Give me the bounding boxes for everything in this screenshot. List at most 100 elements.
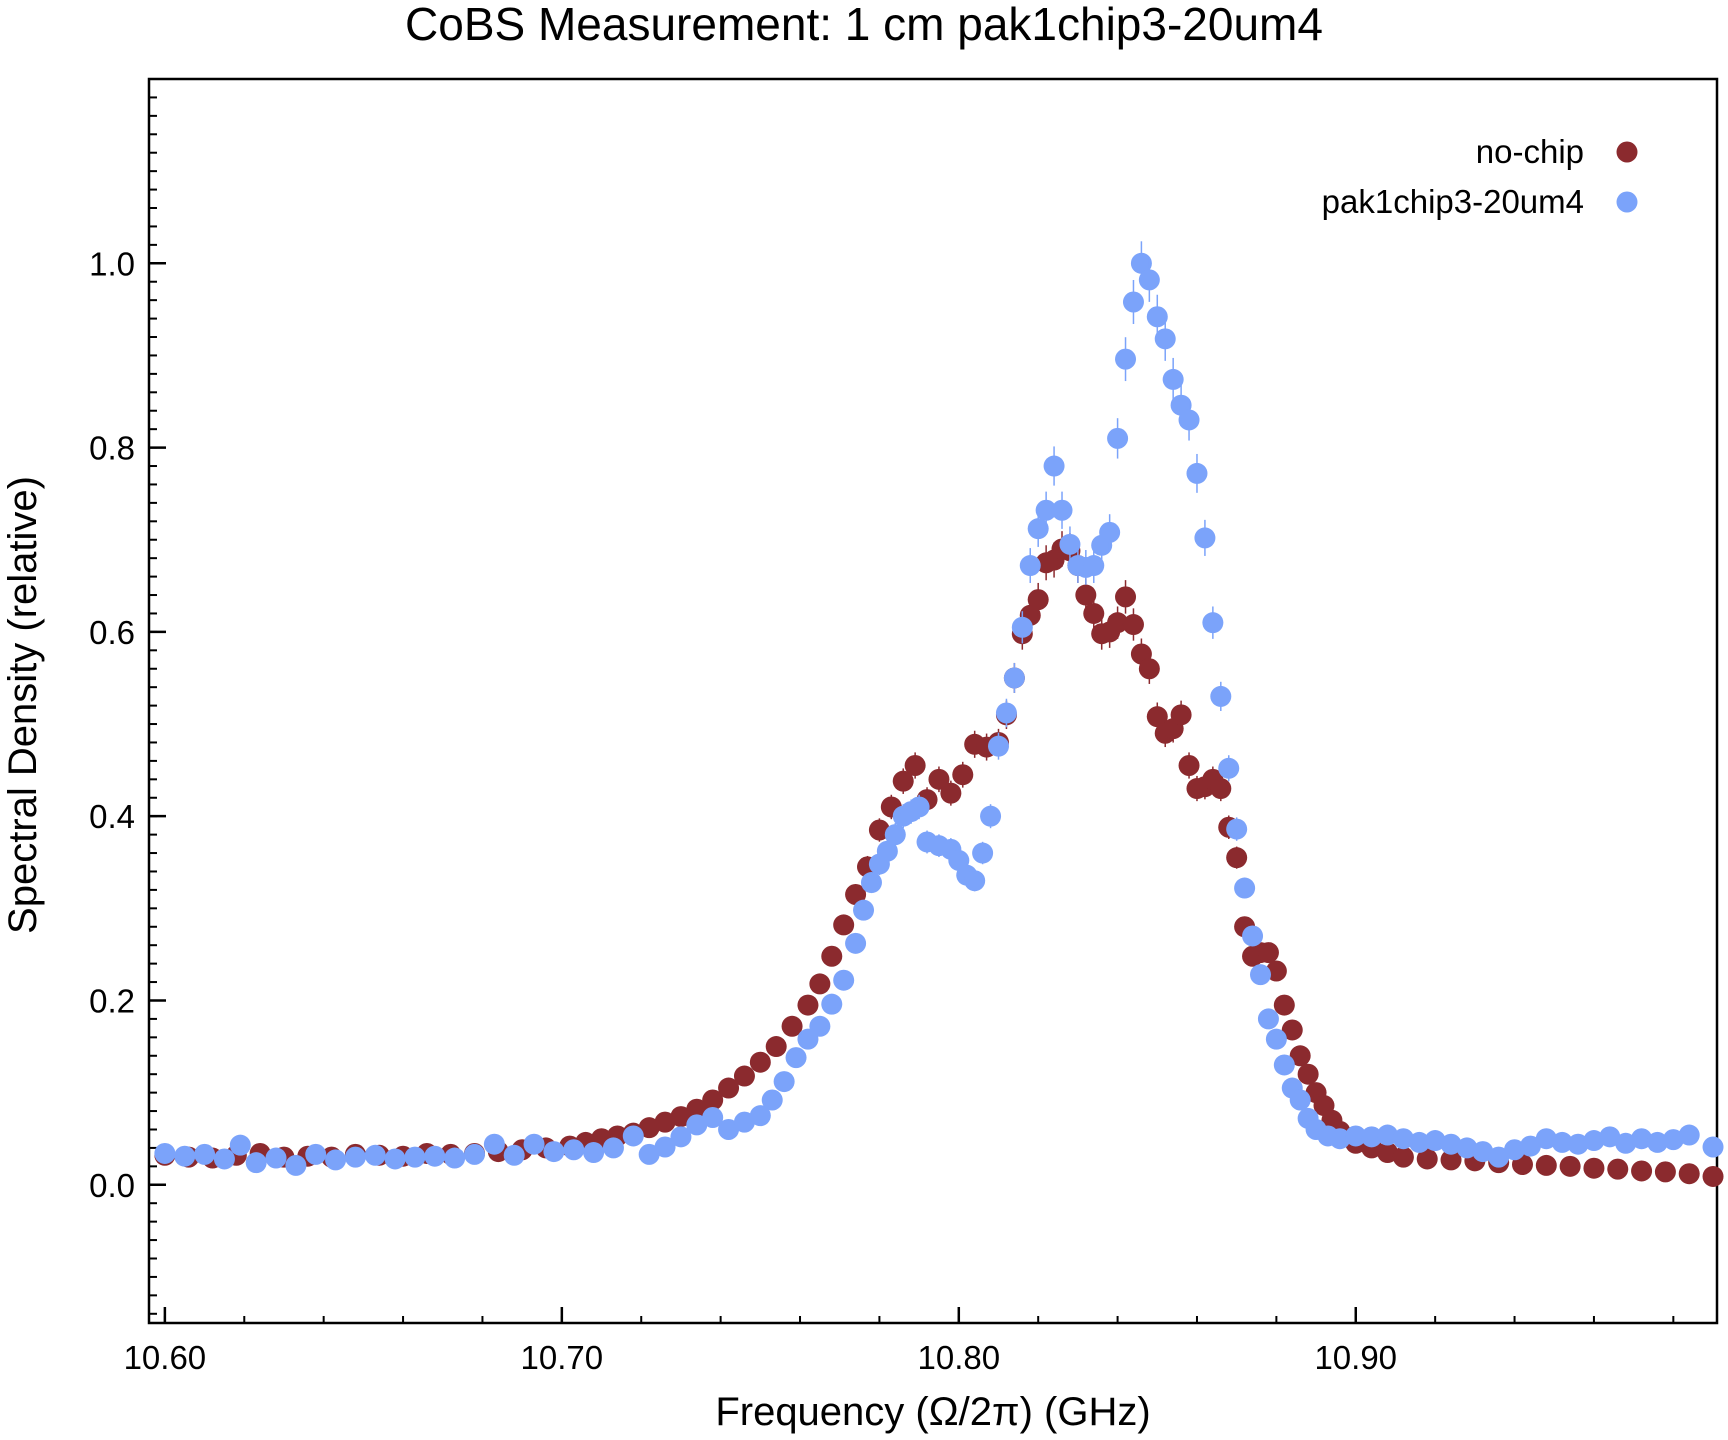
data-point bbox=[702, 1089, 724, 1111]
data-point bbox=[1329, 1128, 1351, 1150]
data-point bbox=[1265, 1028, 1287, 1050]
data-point bbox=[384, 1148, 406, 1170]
data-point bbox=[213, 1148, 235, 1170]
data-point bbox=[1289, 1045, 1311, 1067]
data-point bbox=[1210, 778, 1232, 800]
data-point bbox=[892, 770, 914, 792]
data-point bbox=[154, 1142, 176, 1164]
data-point bbox=[749, 1105, 771, 1127]
data-point bbox=[1186, 462, 1208, 484]
data-point bbox=[1583, 1157, 1605, 1179]
data-point bbox=[1440, 1133, 1462, 1155]
y-tick-label: 0.4 bbox=[89, 798, 135, 835]
legend: no-chip pak1chip3-20um4 bbox=[1322, 133, 1638, 220]
data-point bbox=[797, 994, 819, 1016]
data-point bbox=[785, 1047, 807, 1069]
data-point bbox=[1122, 291, 1144, 313]
data-point bbox=[1115, 586, 1137, 608]
data-point bbox=[1535, 1154, 1557, 1176]
data-point bbox=[1011, 616, 1033, 638]
data-point bbox=[809, 1015, 831, 1037]
data-point bbox=[464, 1143, 486, 1165]
data-point bbox=[1392, 1146, 1414, 1168]
data-point bbox=[1146, 706, 1168, 728]
data-point bbox=[1416, 1148, 1438, 1170]
data-point bbox=[364, 1144, 386, 1166]
x-tick-label: 10.70 bbox=[521, 1339, 604, 1376]
data-point bbox=[1297, 1063, 1319, 1085]
data-point bbox=[1646, 1131, 1668, 1153]
data-point bbox=[424, 1145, 446, 1167]
data-point bbox=[1162, 368, 1184, 390]
data-point bbox=[1631, 1128, 1653, 1150]
data-point bbox=[686, 1098, 708, 1120]
data-point bbox=[305, 1143, 327, 1165]
data-point bbox=[1488, 1146, 1510, 1168]
data-point bbox=[1289, 1089, 1311, 1111]
x-axis: 10.60 10.70 10.80 10.90 bbox=[124, 1307, 1675, 1376]
data-point bbox=[1702, 1136, 1724, 1158]
data-point bbox=[1599, 1126, 1621, 1148]
data-point bbox=[773, 1071, 795, 1093]
data-point bbox=[1702, 1165, 1724, 1187]
plot-border bbox=[147, 77, 1719, 1325]
data-point bbox=[868, 819, 890, 841]
data-point bbox=[1003, 667, 1025, 689]
data-point bbox=[602, 1137, 624, 1159]
data-point bbox=[1615, 1132, 1637, 1154]
data-point bbox=[928, 768, 950, 790]
data-point bbox=[987, 735, 1009, 757]
data-point bbox=[1273, 994, 1295, 1016]
data-point bbox=[1122, 614, 1144, 636]
data-point bbox=[404, 1146, 426, 1168]
series-1 bbox=[154, 531, 1724, 1187]
data-point bbox=[821, 945, 843, 967]
data-point bbox=[1138, 658, 1160, 680]
data-point bbox=[1456, 1137, 1478, 1159]
data-point bbox=[1027, 518, 1049, 540]
data-point bbox=[845, 884, 867, 906]
data-point bbox=[1567, 1133, 1589, 1155]
data-point bbox=[1551, 1131, 1573, 1153]
data-point bbox=[1678, 1163, 1700, 1185]
x-tick-label: 10.90 bbox=[1314, 1339, 1397, 1376]
data-point bbox=[1043, 455, 1065, 477]
axes-frame bbox=[147, 77, 1719, 1325]
data-point bbox=[1504, 1139, 1526, 1161]
data-point bbox=[194, 1143, 216, 1165]
data-point bbox=[1281, 1019, 1303, 1041]
data-point bbox=[638, 1117, 660, 1139]
data-point bbox=[1194, 527, 1216, 549]
data-point bbox=[1107, 612, 1129, 634]
data-point bbox=[904, 755, 926, 777]
data-point bbox=[833, 914, 855, 936]
y-axis: 0.0 0.2 0.4 0.6 0.8 1.0 bbox=[89, 96, 166, 1315]
data-point bbox=[174, 1145, 196, 1167]
legend-marker bbox=[1616, 141, 1638, 163]
data-point bbox=[444, 1147, 466, 1169]
data-point bbox=[1099, 521, 1121, 543]
data-point bbox=[1631, 1160, 1653, 1182]
y-tick-label: 0.6 bbox=[89, 614, 135, 651]
data-point bbox=[229, 1134, 251, 1156]
data-point bbox=[1083, 602, 1105, 624]
data-point bbox=[670, 1106, 692, 1128]
data-point bbox=[325, 1149, 347, 1171]
data-point bbox=[833, 969, 855, 991]
x-tick-label: 10.80 bbox=[918, 1339, 1001, 1376]
data-point bbox=[1019, 555, 1041, 577]
data-point bbox=[1242, 925, 1264, 947]
data-point bbox=[1059, 533, 1081, 555]
data-point bbox=[765, 1036, 787, 1058]
data-point bbox=[686, 1114, 708, 1136]
data-point bbox=[344, 1146, 366, 1168]
data-point bbox=[1361, 1126, 1383, 1148]
data-point bbox=[654, 1111, 676, 1133]
data-point bbox=[1178, 409, 1200, 431]
data-point bbox=[1377, 1124, 1399, 1146]
data-point bbox=[1218, 757, 1240, 779]
data-point bbox=[952, 764, 974, 786]
data-point bbox=[1654, 1161, 1676, 1183]
data-point bbox=[654, 1136, 676, 1158]
data-point bbox=[1138, 269, 1160, 291]
